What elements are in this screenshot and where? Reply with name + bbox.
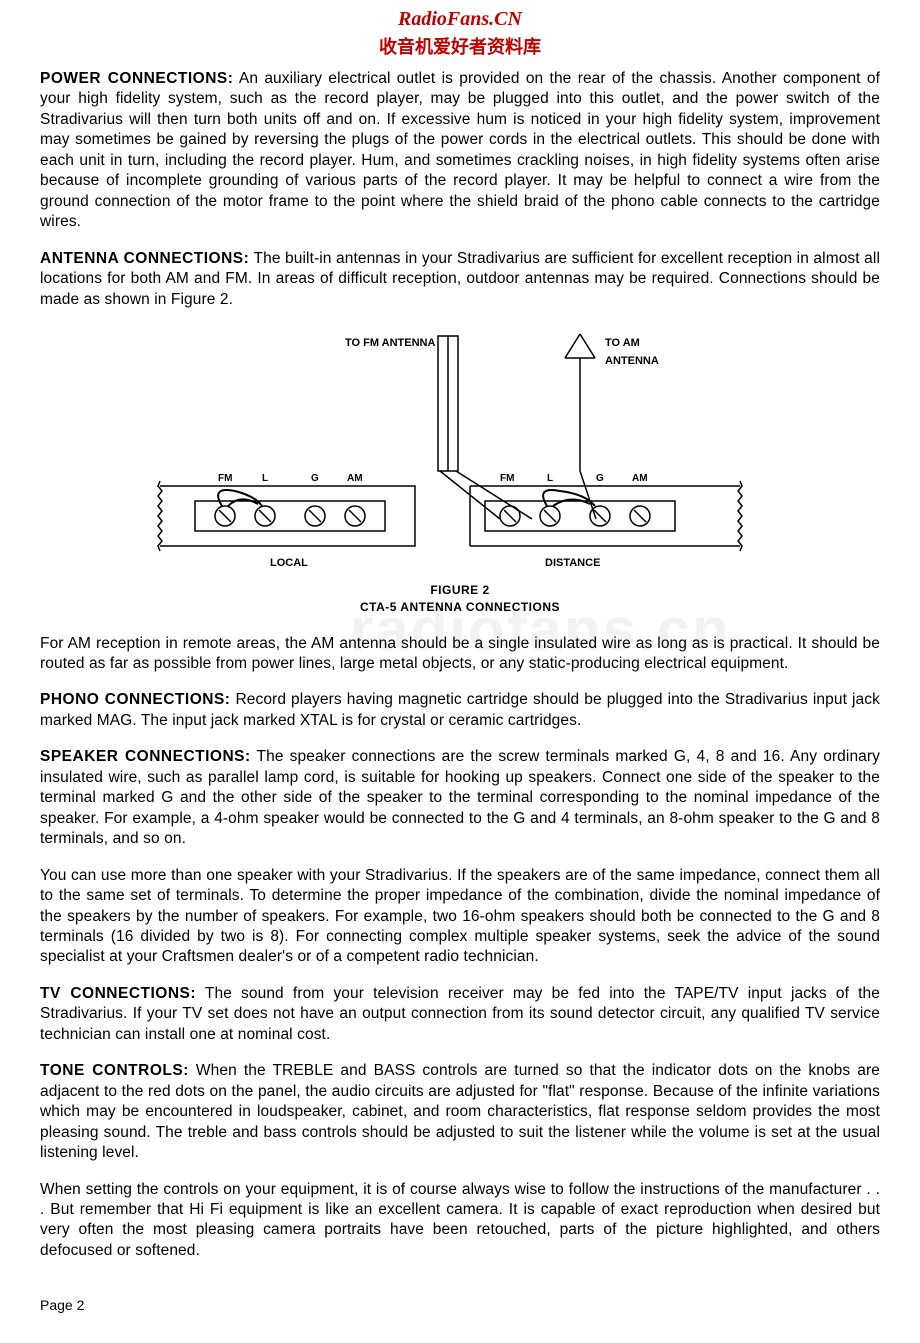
watermark-subtitle: 收音机爱好者资料库 [40, 33, 880, 59]
figure-2: TO FM ANTENNA TO AM ANTENNA [100, 326, 820, 616]
body-power: An auxiliary electrical outlet is provid… [40, 70, 880, 230]
left-g: G [311, 473, 319, 484]
para-power: POWER CONNECTIONS: An auxiliary electric… [40, 69, 880, 233]
right-fm: FM [500, 473, 514, 484]
watermark-header: RadioFans.CN 收音机爱好者资料库 [40, 8, 880, 59]
figure-caption: FIGURE 2 CTA-5 ANTENNA CONNECTIONS [100, 582, 820, 616]
para-speaker: SPEAKER CONNECTIONS: The speaker connect… [40, 747, 880, 849]
head-phono: PHONO CONNECTIONS: [40, 691, 230, 708]
left-am: AM [347, 473, 363, 484]
left-l: L [262, 473, 268, 484]
label-distance: DISTANCE [545, 557, 600, 569]
body-tone2: When setting the controls on your equipm… [40, 1181, 880, 1259]
head-antenna: ANTENNA CONNECTIONS: [40, 250, 249, 267]
head-tv: TV CONNECTIONS: [40, 985, 196, 1002]
caption-line1: FIGURE 2 [100, 582, 820, 599]
para-speaker2: You can use more than one speaker with y… [40, 866, 880, 968]
para-antenna2: For AM reception in remote areas, the AM… [40, 634, 880, 675]
label-to-fm: TO FM ANTENNA [345, 337, 435, 349]
watermark-site: RadioFans.CN [40, 8, 880, 31]
para-tone: TONE CONTROLS: When the TREBLE and BASS … [40, 1061, 880, 1163]
page-number: Page 2 [40, 1297, 880, 1313]
right-am: AM [632, 473, 648, 484]
para-phono: PHONO CONNECTIONS: Record players having… [40, 690, 880, 731]
para-antenna: ANTENNA CONNECTIONS: The built-in antenn… [40, 249, 880, 310]
head-tone: TONE CONTROLS: [40, 1062, 189, 1079]
body-antenna2: For AM reception in remote areas, the AM… [40, 635, 880, 672]
para-tone2: When setting the controls on your equipm… [40, 1180, 880, 1262]
document-page: RadioFans.CN 收音机爱好者资料库 POWER CONNECTIONS… [0, 0, 920, 1343]
right-l: L [547, 473, 553, 484]
antenna-diagram: TO FM ANTENNA TO AM ANTENNA [140, 326, 780, 576]
body-speaker2: You can use more than one speaker with y… [40, 867, 880, 966]
right-g: G [596, 473, 604, 484]
label-antenna-word: ANTENNA [605, 355, 659, 367]
label-to-am: TO AM [605, 337, 640, 349]
head-power: POWER CONNECTIONS: [40, 70, 233, 87]
head-speaker: SPEAKER CONNECTIONS: [40, 748, 251, 765]
label-local: LOCAL [270, 557, 308, 569]
para-tv: TV CONNECTIONS: The sound from your tele… [40, 984, 880, 1045]
caption-line2: CTA-5 ANTENNA CONNECTIONS [100, 599, 820, 616]
left-fm: FM [218, 473, 232, 484]
